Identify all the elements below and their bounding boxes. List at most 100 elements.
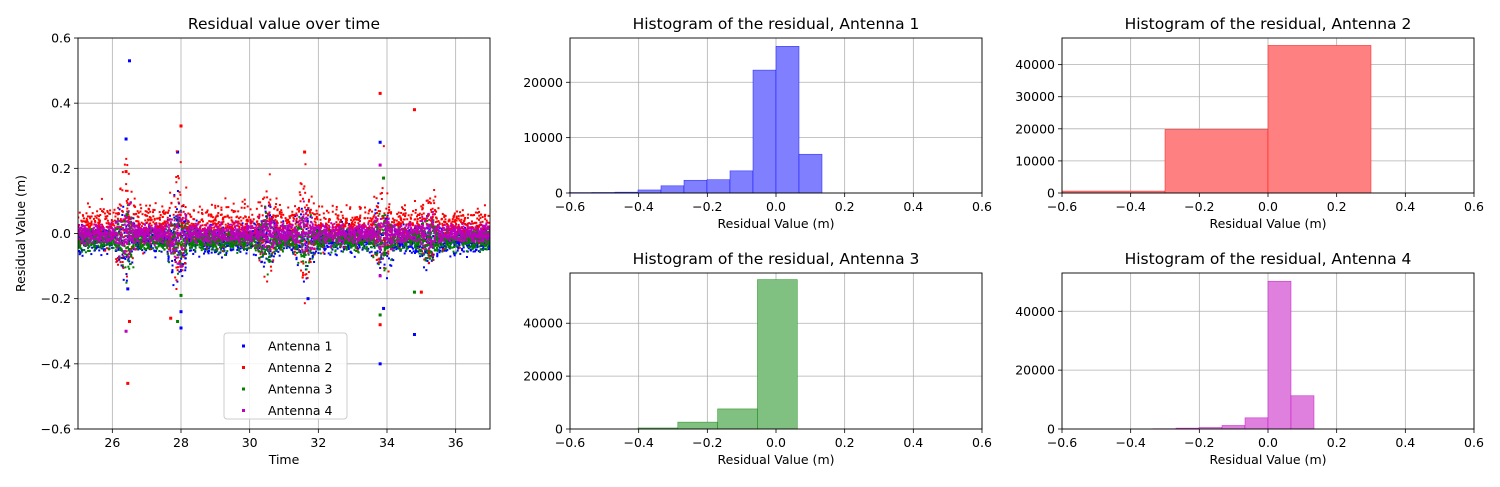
data-point (442, 249, 445, 252)
data-point (358, 219, 361, 222)
data-point (136, 220, 139, 223)
data-point (105, 217, 108, 220)
data-point (145, 226, 148, 229)
data-point (265, 245, 268, 248)
data-point (214, 204, 217, 207)
data-point (255, 207, 258, 210)
data-point (374, 208, 377, 211)
data-point (432, 199, 435, 202)
data-point (449, 255, 452, 258)
data-point (102, 208, 105, 211)
data-point (211, 216, 214, 219)
data-point (376, 226, 379, 229)
data-point (363, 246, 366, 249)
data-point (274, 215, 277, 218)
data-point (145, 234, 148, 237)
data-point (310, 237, 313, 240)
data-point (460, 241, 463, 244)
data-point (476, 225, 479, 228)
data-point (352, 225, 355, 228)
data-point (437, 243, 440, 246)
data-point (415, 215, 418, 218)
data-point (376, 206, 379, 209)
data-point (211, 244, 214, 247)
data-point (185, 253, 188, 256)
data-point (157, 226, 160, 229)
spike-point (378, 140, 382, 144)
data-point (118, 233, 121, 236)
data-point (385, 251, 388, 254)
data-point (278, 212, 281, 215)
data-point (286, 240, 289, 243)
data-point (198, 205, 201, 208)
data-point (179, 234, 182, 237)
data-point (95, 246, 98, 249)
data-point (171, 264, 174, 267)
data-point (309, 208, 312, 211)
data-point (288, 215, 291, 218)
data-point (165, 220, 168, 223)
data-point (428, 250, 431, 253)
data-point (387, 252, 390, 255)
data-point (306, 276, 309, 279)
data-point (418, 212, 421, 215)
data-point (355, 249, 358, 252)
data-point (189, 213, 192, 216)
data-point (412, 250, 415, 253)
data-point (460, 214, 463, 217)
data-point (455, 219, 458, 222)
data-point (275, 197, 278, 200)
data-point (175, 176, 178, 179)
data-point (398, 245, 401, 248)
data-point (412, 247, 415, 250)
data-point (351, 227, 354, 230)
data-point (325, 222, 328, 225)
data-point (124, 257, 127, 260)
data-point (103, 248, 106, 251)
data-point (349, 225, 352, 228)
data-point (158, 211, 161, 214)
data-point (266, 214, 269, 217)
data-point (136, 247, 139, 250)
data-point (269, 250, 272, 253)
data-point (248, 216, 251, 219)
data-point (96, 214, 99, 217)
data-point (455, 226, 458, 229)
data-point (308, 209, 311, 212)
data-point (444, 231, 447, 234)
data-point (461, 209, 464, 212)
data-point (269, 239, 272, 242)
data-point (174, 258, 177, 261)
data-point (253, 232, 256, 235)
data-point (427, 202, 430, 205)
data-point (309, 211, 312, 214)
data-point (137, 224, 140, 227)
data-point (282, 247, 285, 250)
data-point (355, 218, 358, 221)
data-point (387, 257, 390, 260)
data-point (373, 246, 376, 249)
data-point (466, 227, 469, 230)
data-point (184, 225, 187, 228)
data-point (269, 205, 272, 208)
data-point (230, 216, 233, 219)
data-point (345, 219, 348, 222)
data-point (464, 226, 467, 229)
data-point (224, 197, 227, 200)
data-point (429, 219, 432, 222)
data-point (308, 198, 311, 201)
data-point (169, 224, 172, 227)
data-point (427, 252, 430, 255)
data-point (257, 240, 260, 243)
data-point (300, 253, 303, 256)
data-point (224, 215, 227, 218)
data-point (344, 225, 347, 228)
data-point (195, 236, 198, 239)
data-point (350, 219, 353, 222)
data-point (476, 207, 479, 210)
data-point (126, 207, 129, 210)
data-point (162, 228, 165, 231)
data-point (86, 237, 89, 240)
data-point (148, 208, 151, 211)
data-point (140, 207, 143, 210)
